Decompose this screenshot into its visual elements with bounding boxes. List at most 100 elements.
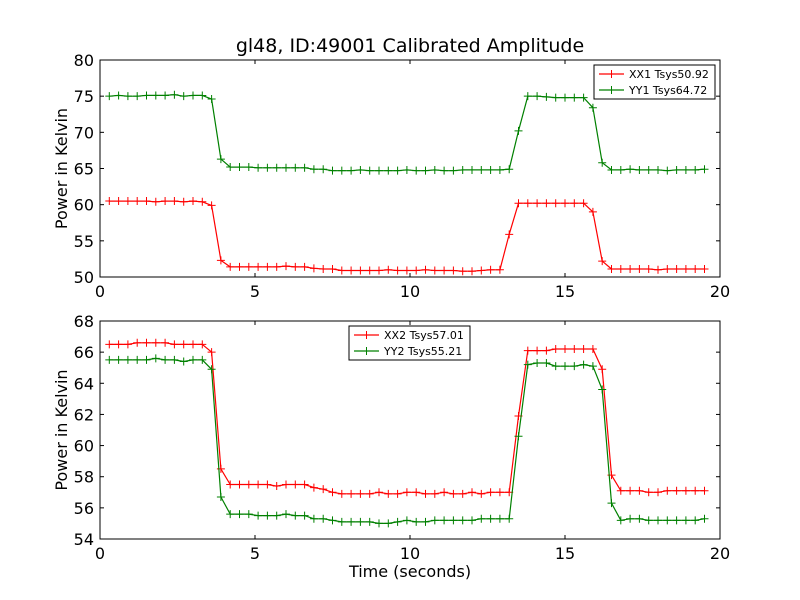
data-point <box>272 163 281 172</box>
data-point <box>412 166 421 175</box>
data-point <box>477 489 486 498</box>
legend-label: XX1 Tsys50.92 <box>629 68 709 81</box>
data-point <box>542 359 551 368</box>
y-tick-label: 58 <box>74 468 94 487</box>
data-point <box>579 199 588 208</box>
data-point <box>533 346 542 355</box>
data-point <box>579 93 588 102</box>
data-point <box>347 266 356 275</box>
data-point <box>588 103 597 112</box>
data-point <box>430 489 439 498</box>
y-tick-label: 64 <box>74 374 94 393</box>
data-point <box>375 488 383 497</box>
data-point <box>300 262 309 271</box>
data-point <box>533 359 542 368</box>
data-point <box>235 262 244 271</box>
data-point <box>123 92 132 101</box>
data-point <box>654 165 662 174</box>
data-point <box>533 199 542 208</box>
data-point <box>691 165 700 174</box>
data-point <box>189 340 197 349</box>
data-point <box>523 346 532 355</box>
data-point <box>561 93 569 102</box>
legend-marker <box>362 331 371 339</box>
legend: XX1 Tsys50.92 YY1 Tsys64.72 <box>593 64 716 100</box>
data-point <box>319 514 328 523</box>
data-point <box>123 340 132 349</box>
data-point <box>681 265 690 274</box>
data-point <box>486 514 495 523</box>
x-tick-label: 20 <box>710 544 730 563</box>
data-point <box>402 516 411 525</box>
data-point <box>486 165 495 174</box>
data-point <box>449 166 458 175</box>
data-point <box>635 265 644 274</box>
data-point <box>207 365 216 374</box>
data-point <box>588 345 597 354</box>
data-point <box>495 514 504 523</box>
data-point <box>477 514 486 523</box>
data-point <box>384 489 393 498</box>
data-point <box>114 197 123 206</box>
data-point <box>198 340 207 349</box>
data-point <box>328 488 337 497</box>
data-point <box>291 262 300 271</box>
data-point <box>570 362 579 371</box>
data-point <box>161 91 170 100</box>
y-tick-label: 62 <box>74 405 94 424</box>
legend-label: YY1 Tsys64.72 <box>628 84 707 97</box>
data-point <box>486 265 495 274</box>
data-point <box>161 338 170 347</box>
data-point <box>337 166 346 175</box>
y-axis-label: Power in Kelvin <box>52 108 71 229</box>
data-point <box>114 355 123 364</box>
data-point <box>300 163 309 172</box>
data-point <box>216 256 225 265</box>
data-point <box>588 207 597 216</box>
x-tick-label: 15 <box>555 544 575 563</box>
data-point <box>133 197 142 206</box>
data-point <box>477 165 486 174</box>
data-point <box>570 345 579 354</box>
data-point <box>551 345 560 354</box>
data-point <box>309 264 318 273</box>
data-point <box>663 265 672 274</box>
data-point <box>189 91 197 100</box>
data-point <box>216 464 225 473</box>
y-tick-label: 54 <box>74 530 94 549</box>
data-point <box>458 489 467 498</box>
data-point <box>421 489 430 498</box>
series-0 <box>105 338 709 498</box>
data-point <box>272 511 281 520</box>
data-point <box>319 485 328 494</box>
data-point <box>691 265 700 274</box>
y-tick-label: 50 <box>74 268 94 287</box>
data-point <box>514 199 523 208</box>
data-point <box>226 480 235 489</box>
data-point <box>598 158 607 167</box>
data-point <box>505 514 514 523</box>
data-point <box>551 93 560 102</box>
data-point <box>626 165 635 174</box>
top-chart-panel: 0 5 10 15 20 50 55 60 65 70 75 80 Power in Kelvin XX1… <box>52 51 730 301</box>
data-point <box>644 516 653 525</box>
data-point <box>151 338 160 347</box>
legend-box <box>348 325 471 361</box>
data-point <box>523 360 532 369</box>
data-point <box>468 165 476 174</box>
data-point <box>347 489 356 498</box>
data-point <box>226 510 235 519</box>
y-tick-label: 70 <box>74 123 94 142</box>
data-point <box>616 265 625 274</box>
data-point <box>468 516 476 525</box>
y-tick-label: 60 <box>74 196 94 215</box>
data-point <box>291 511 300 520</box>
series-1 <box>105 90 709 175</box>
data-point <box>337 517 346 526</box>
data-point <box>607 499 616 508</box>
data-point <box>356 489 365 498</box>
data-point <box>495 165 504 174</box>
data-point <box>300 480 309 489</box>
data-point <box>189 197 197 206</box>
data-point <box>300 511 309 520</box>
